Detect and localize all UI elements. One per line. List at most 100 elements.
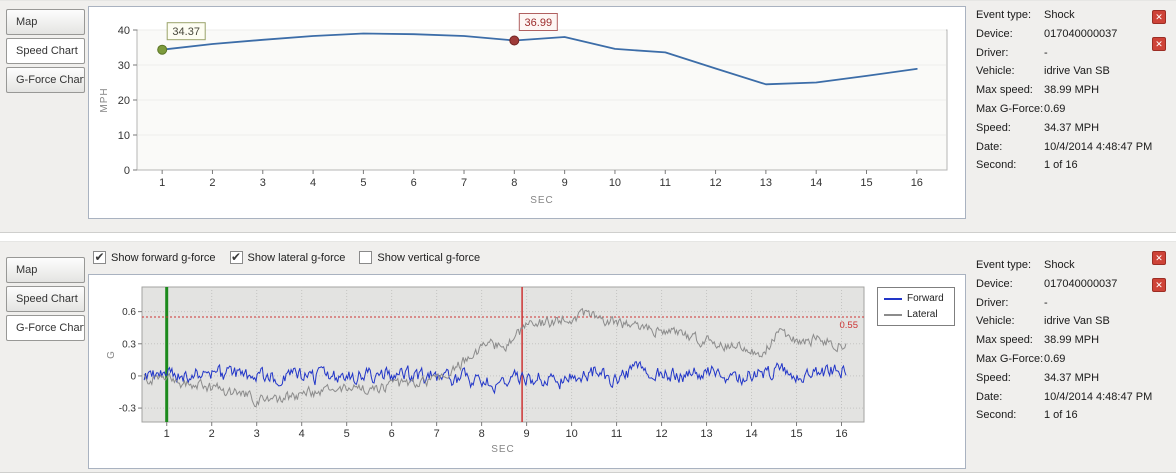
close-event-button[interactable]: ✕	[1152, 10, 1166, 24]
info-value: Shock	[1044, 9, 1075, 21]
svg-text:0.3: 0.3	[122, 339, 136, 350]
svg-text:2: 2	[209, 177, 215, 189]
info-row: Device: 017040000037	[976, 278, 1154, 297]
svg-text:9: 9	[562, 177, 568, 189]
info-label: Date:	[976, 390, 1003, 403]
info-label: Max G-Force:	[976, 102, 1044, 115]
info-label: Event type:	[976, 9, 1032, 21]
info-label: Speed:	[976, 121, 1011, 134]
info-value: 10/4/2014 4:48:47 PM	[1044, 390, 1153, 403]
svg-text:16: 16	[911, 177, 923, 189]
info-row: Speed: 34.37 MPH	[976, 122, 1154, 141]
info-label: Speed:	[976, 371, 1011, 384]
info-row: Driver: -	[976, 47, 1154, 66]
checkbox-label: Show forward g-force	[111, 251, 216, 264]
info-row: Second: 1 of 16	[976, 159, 1154, 178]
info-label: Driver:	[976, 46, 1009, 59]
info-label: Device:	[976, 27, 1013, 40]
info-value: 38.99 MPH	[1044, 84, 1100, 97]
close-event-button[interactable]: ✕	[1152, 278, 1166, 292]
gforce-chart[interactable]: -0.3 0 0.3 0.6 1 2 3 4 5 6 7 8 9 10 11 12 13 14 15 16 G SEC 0.…	[88, 274, 966, 469]
svg-text:10: 10	[118, 130, 130, 142]
checkbox-box[interactable]	[359, 251, 373, 264]
svg-text:10: 10	[565, 428, 577, 440]
svg-text:8: 8	[479, 428, 485, 440]
close-event-button[interactable]: ✕	[1152, 37, 1166, 51]
svg-text:36.99: 36.99	[525, 17, 553, 29]
svg-text:34.37: 34.37	[172, 26, 200, 38]
info-value: 017040000037	[1044, 277, 1118, 290]
show-vertical-gforce-checkbox[interactable]: Show vertical g-force	[359, 251, 480, 264]
info-value: 38.99 MPH	[1044, 334, 1100, 347]
legend-label: Lateral	[907, 309, 938, 320]
checkbox-label: Show vertical g-force	[377, 251, 481, 264]
speed-marker-dot[interactable]	[157, 44, 168, 55]
tab-map[interactable]: Map	[6, 257, 85, 283]
info-row: Max G-Force: 0.69	[976, 353, 1154, 372]
info-value: -	[1044, 46, 1048, 59]
info-row: Date: 10/4/2014 4:48:47 PM	[976, 391, 1154, 410]
plot-area	[141, 286, 865, 423]
info-label: Event type:	[976, 259, 1032, 271]
svg-text:5: 5	[344, 428, 350, 440]
tab-speed-chart[interactable]: Speed Chart	[6, 286, 85, 312]
svg-text:11: 11	[611, 428, 622, 440]
checkbox-label: Show lateral g-force	[247, 251, 346, 264]
svg-text:8: 8	[511, 177, 517, 189]
svg-text:15: 15	[860, 177, 872, 189]
info-value: 0.69	[1044, 352, 1066, 365]
event-info-panel: Event type: Shock Device: 017040000037 Drive…	[976, 9, 1154, 178]
svg-text:0.6: 0.6	[122, 307, 136, 318]
tab-gforce-chart[interactable]: G-Force Chart	[6, 67, 85, 93]
speed-marker-dot[interactable]	[509, 35, 520, 46]
info-row: Date: 10/4/2014 4:48:47 PM	[976, 141, 1154, 160]
chart-legend: Forward Lateral	[877, 287, 955, 326]
info-row: Vehicle: idrive Van SB	[976, 315, 1154, 334]
checkbox-box[interactable]: ✔	[93, 250, 106, 264]
info-value: -	[1044, 296, 1048, 309]
close-event-button[interactable]: ✕	[1152, 251, 1166, 265]
info-value: 1 of 16	[1044, 409, 1078, 422]
threshold-value: 0.55	[840, 320, 859, 331]
svg-text:10: 10	[609, 177, 621, 189]
legend-swatch	[884, 297, 902, 300]
svg-text:20: 20	[118, 95, 130, 107]
info-row: Max speed: 38.99 MPH	[976, 84, 1154, 103]
info-label: Driver:	[976, 296, 1009, 309]
svg-text:3: 3	[260, 177, 266, 189]
info-row: Second: 1 of 16	[976, 409, 1154, 428]
info-label: Max speed:	[976, 334, 1033, 347]
svg-text:4: 4	[310, 177, 316, 189]
info-row: Vehicle: idrive Van SB	[976, 65, 1154, 84]
svg-text:5: 5	[360, 177, 366, 189]
show-lateral-gforce-checkbox[interactable]: ✔ Show lateral g-force	[229, 250, 346, 264]
checkbox-box[interactable]: ✔	[229, 250, 243, 264]
info-label: Vehicle:	[976, 315, 1015, 328]
svg-text:40: 40	[118, 25, 130, 37]
tab-speed-chart[interactable]: Speed Chart	[6, 38, 85, 64]
info-row: Max G-Force: 0.69	[976, 103, 1154, 122]
tab-map[interactable]: Map	[6, 9, 85, 35]
legend-label: Forward	[907, 293, 944, 304]
legend-entry: Forward	[884, 293, 948, 304]
info-value: 10/4/2014 4:48:47 PM	[1044, 140, 1153, 153]
svg-text:SEC: SEC	[530, 195, 554, 206]
show-forward-gforce-checkbox[interactable]: ✔ Show forward g-force	[93, 251, 216, 264]
svg-text:7: 7	[434, 428, 440, 440]
info-label: Second:	[976, 409, 1017, 422]
svg-text:14: 14	[810, 177, 822, 189]
svg-text:3: 3	[254, 428, 260, 440]
svg-text:SEC: SEC	[491, 444, 515, 455]
svg-text:16: 16	[835, 428, 847, 440]
tab-gforce-chart[interactable]: G-Force Chart	[6, 315, 85, 341]
speed-line	[161, 32, 918, 86]
info-label: Second:	[976, 159, 1017, 172]
svg-text:12: 12	[655, 428, 667, 440]
svg-text:6: 6	[411, 177, 417, 189]
speed-chart[interactable]: 0 10 20 30 40 1 2 3 4 5 6 7 8 9 10 11 12 13 14 15 16 MPH SEC 34…	[88, 6, 966, 219]
svg-text:0: 0	[124, 165, 130, 177]
svg-text:6: 6	[389, 428, 395, 440]
legend-entry: Lateral	[884, 309, 948, 320]
